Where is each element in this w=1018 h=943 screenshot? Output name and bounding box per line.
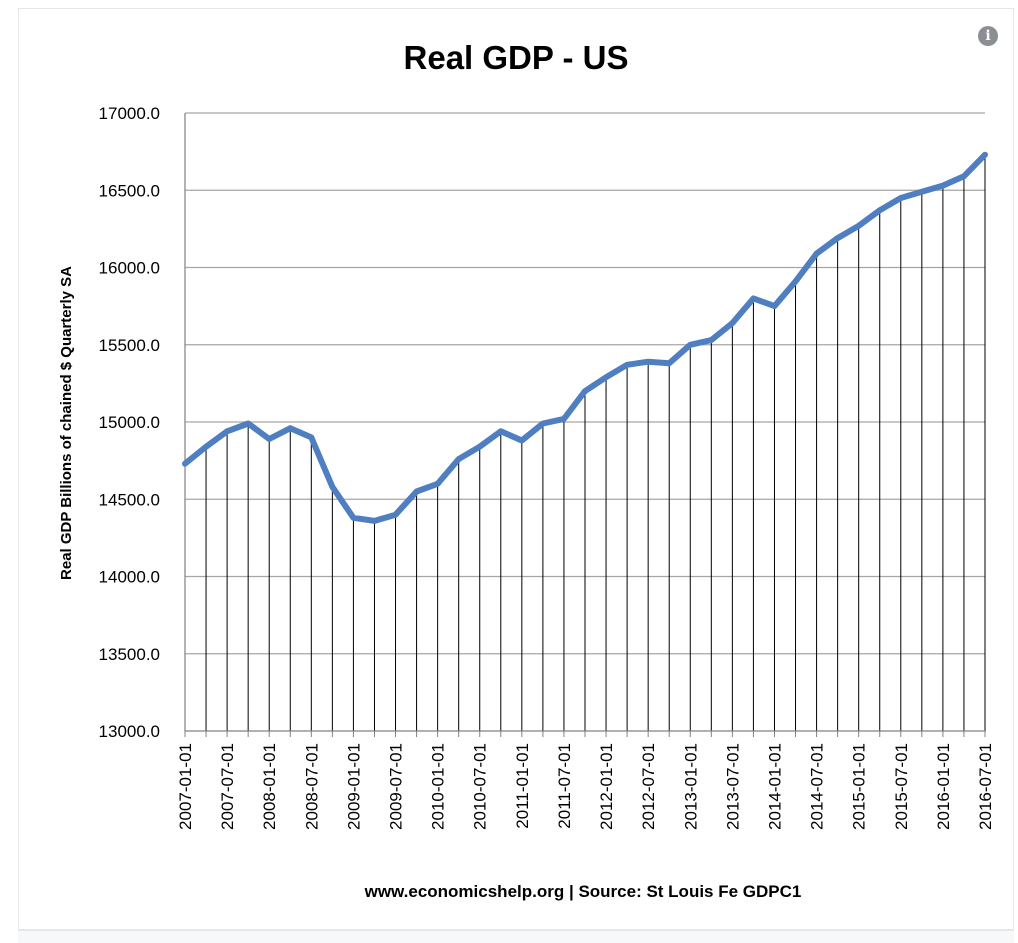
source-note: www.economicshelp.org | Source: St Louis…	[364, 882, 802, 901]
data-point	[898, 195, 904, 201]
data-point	[561, 416, 567, 422]
data-point	[182, 461, 188, 467]
x-tick-label: 2010-07-01	[471, 743, 490, 830]
data-point	[624, 362, 630, 368]
data-point	[771, 303, 778, 309]
data-point	[413, 488, 420, 495]
card-footer-strip	[18, 930, 1014, 943]
data-point	[687, 342, 693, 348]
x-tick-label: 2016-07-01	[976, 743, 995, 830]
axes	[184, 113, 986, 737]
x-tick-label: 2009-01-01	[344, 743, 363, 830]
x-tick-label: 2012-07-01	[639, 743, 658, 830]
x-tick-label: 2013-01-01	[681, 743, 700, 830]
data-point	[961, 173, 967, 179]
data-point	[371, 518, 378, 524]
y-tick-label: 16000.0	[99, 259, 160, 278]
x-tick-labels: 2007-01-01 2007-07-01 2008-01-01 2008-07-01…	[176, 743, 995, 830]
chart-title: Real GDP - US	[404, 39, 629, 76]
data-point	[477, 444, 483, 450]
x-tick-label: 2011-07-01	[555, 743, 574, 829]
x-tick-label: 2007-07-01	[218, 743, 237, 830]
data-point	[877, 207, 883, 213]
data-point	[519, 437, 525, 444]
chart-card	[18, 8, 1014, 930]
data-point	[856, 223, 862, 229]
data-point	[350, 515, 357, 521]
data-point	[750, 295, 757, 301]
data-point	[708, 337, 714, 343]
drop-lines	[184, 154, 986, 731]
x-tick-label: 2008-07-01	[302, 743, 321, 830]
x-tick-label: 2012-01-01	[597, 743, 616, 830]
x-tick-label: 2015-01-01	[850, 743, 869, 830]
data-point	[203, 444, 209, 450]
data-point	[245, 420, 251, 427]
info-icon[interactable]: i	[978, 26, 998, 46]
data-point	[287, 425, 293, 431]
data-point	[940, 183, 946, 189]
y-tick-label: 13500.0	[99, 645, 160, 664]
x-tick-label: 2007-01-01	[176, 743, 195, 830]
x-tick-label: 2015-07-01	[892, 743, 911, 830]
y-tick-label: 13000.0	[99, 722, 160, 741]
data-point	[308, 434, 314, 441]
data-point	[435, 481, 441, 487]
data-point	[456, 456, 462, 462]
y-axis-label: Real GDP Billions of chained $ Quarterly…	[58, 266, 75, 580]
x-tick-label: 2014-07-01	[808, 743, 827, 830]
data-point	[919, 189, 925, 195]
data-point	[329, 484, 335, 490]
x-tick-label: 2014-01-01	[765, 743, 784, 830]
y-tick-label: 15500.0	[99, 336, 160, 355]
data-point	[645, 359, 651, 365]
y-tick-label: 16500.0	[99, 181, 160, 200]
data-point	[982, 152, 988, 158]
data-point	[666, 360, 672, 366]
data-point	[582, 388, 588, 394]
data-point	[729, 320, 735, 326]
data-point	[498, 428, 504, 434]
x-tick-label: 2013-07-01	[723, 743, 742, 830]
data-point	[835, 235, 841, 241]
data-point	[603, 374, 609, 380]
data-point	[792, 278, 799, 285]
x-tick-label: 2009-07-01	[387, 743, 406, 830]
series-line-group	[182, 151, 988, 524]
data-point	[266, 436, 272, 442]
x-tick-label: 2016-01-01	[934, 743, 953, 830]
y-tick-label: 14500.0	[99, 490, 160, 509]
y-tick-labels: 13000.0 13500.0 14000.0 14500.0 15000.0 15500…	[99, 104, 160, 741]
data-point	[540, 420, 546, 427]
x-tick-label: 2008-01-01	[260, 743, 279, 830]
data-point	[813, 250, 820, 257]
y-tick-label: 15000.0	[99, 413, 160, 432]
x-tick-label: 2011-01-01	[513, 743, 532, 829]
data-point	[224, 428, 230, 434]
data-point	[392, 512, 399, 518]
x-tick-label: 2010-01-01	[429, 743, 448, 830]
y-tick-label: 17000.0	[99, 104, 160, 123]
y-tick-label: 14000.0	[99, 568, 160, 587]
